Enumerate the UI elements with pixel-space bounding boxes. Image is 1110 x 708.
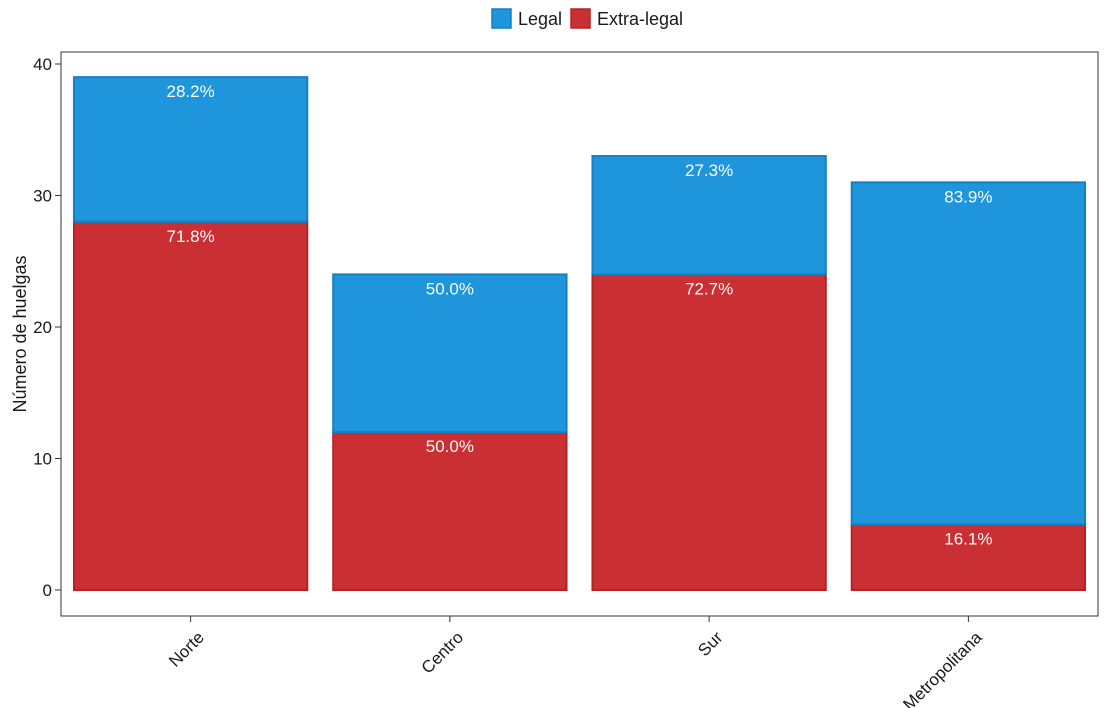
bar-centro-extra-legal (332, 431, 568, 592)
x-tick-label-sur: Sur (694, 628, 726, 660)
y-tick-label: 20 (33, 318, 52, 337)
data-labels-group: 71.8% 28.2% 50.0% 50.0% 72.7% 27.3% 16.1% 83.9% (167, 82, 993, 548)
bar-metropolitana-legal (850, 181, 1087, 526)
data-label-metropolitana-legal: 83.9% (944, 187, 992, 206)
x-tick-label-metropolitana: Metropolitana (899, 628, 986, 708)
x-tick-label-norte: Norte (165, 628, 208, 671)
bar-norte-extra-legal (72, 220, 309, 592)
data-label-sur-extra-legal: 72.7% (685, 279, 733, 298)
x-axis: Norte Centro Sur Metropolitana (165, 616, 986, 708)
legend: Legal Extra-legal (491, 8, 683, 29)
data-label-norte-extra-legal: 71.8% (167, 227, 215, 246)
legend-swatch-extra-legal (570, 8, 591, 29)
y-tick-label: 30 (33, 187, 52, 206)
y-tick-label: 0 (43, 581, 52, 600)
y-tick-label: 10 (33, 450, 52, 469)
bars-group (72, 76, 1087, 592)
data-label-centro-extra-legal: 50.0% (426, 437, 474, 456)
data-label-sur-legal: 27.3% (685, 161, 733, 180)
data-label-metropolitana-extra-legal: 16.1% (944, 529, 992, 548)
y-axis-title: Número de huelgas (10, 255, 30, 412)
y-tick-label: 40 (33, 55, 52, 74)
bar-sur-extra-legal (591, 273, 827, 591)
legend-swatch-legal (491, 8, 512, 29)
data-label-norte-legal: 28.2% (167, 82, 215, 101)
x-tick-label-centro: Centro (418, 628, 468, 678)
legend-label-extra-legal: Extra-legal (597, 9, 683, 29)
plot-panel (60, 51, 1099, 617)
bar-norte-legal (72, 76, 309, 223)
bar-centro-legal (332, 273, 568, 434)
legend-label-legal: Legal (518, 9, 562, 29)
bar-sur-legal (591, 155, 827, 276)
data-label-centro-legal: 50.0% (426, 279, 474, 298)
bar-metropolitana-extra-legal (850, 523, 1087, 591)
y-axis: 0 10 20 30 40 (33, 55, 61, 600)
